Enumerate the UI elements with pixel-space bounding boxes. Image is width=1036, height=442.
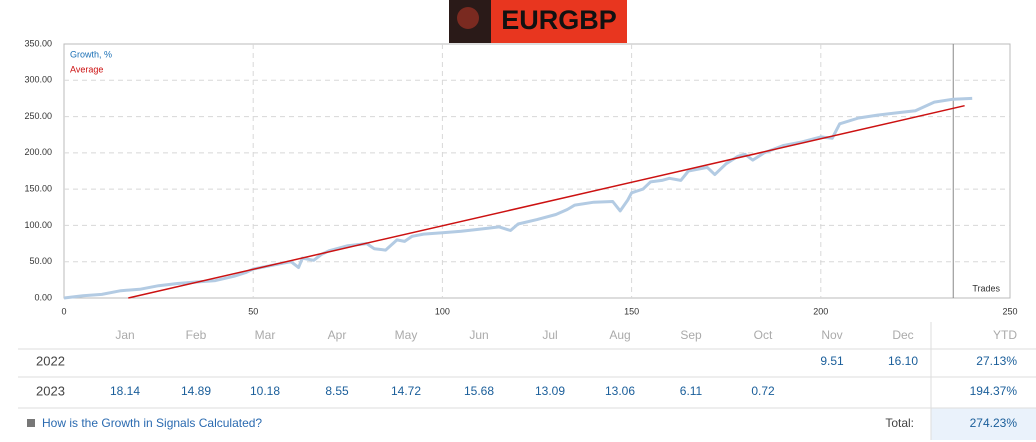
column-header: Aug <box>609 328 630 342</box>
y-tick-label: 200.00 <box>24 147 52 157</box>
cell: 13.09 <box>535 384 565 398</box>
cell: 8.55 <box>325 384 349 398</box>
cell: 13.06 <box>605 384 635 398</box>
ytd-cell: 27.13% <box>976 354 1017 368</box>
ytd-cell: 194.37% <box>970 384 1018 398</box>
total-label: Total: <box>885 416 914 430</box>
column-header: Feb <box>186 328 207 342</box>
cell: 14.72 <box>391 384 421 398</box>
x-tick-label: 250 <box>1002 306 1017 316</box>
cell: 18.14 <box>110 384 140 398</box>
x-tick-label: 100 <box>435 306 450 316</box>
total-value: 274.23% <box>970 416 1018 430</box>
help-link[interactable]: How is the Growth in Signals Calculated? <box>42 416 262 430</box>
cell: 6.11 <box>680 384 703 398</box>
column-header: Sep <box>680 328 702 342</box>
x-tick-label: 150 <box>624 306 639 316</box>
y-tick-label: 300.00 <box>24 75 52 85</box>
column-header: Mar <box>255 328 276 342</box>
column-header: Apr <box>328 328 347 342</box>
series-line <box>128 104 965 299</box>
y-tick-label: 0.00 <box>34 292 52 302</box>
x-tick-label: 50 <box>248 306 258 316</box>
y-tick-label: 250.00 <box>24 111 52 121</box>
column-header: Nov <box>821 328 842 342</box>
chart-title: EURGBP <box>501 5 617 35</box>
plot-frame <box>63 43 1011 299</box>
y-tick-label: 150.00 <box>24 184 52 194</box>
x-tick-label: 0 <box>61 306 66 316</box>
column-header: Dec <box>892 328 913 342</box>
x-tick-label: 200 <box>813 306 828 316</box>
column-header: Jul <box>542 328 557 342</box>
column-header: May <box>395 328 418 342</box>
cell: 15.68 <box>464 384 494 398</box>
table: Jan Feb Mar Apr May Jun Jul Aug Sep Oct Nov Dec YTD 2… <box>18 322 1036 440</box>
y-tick-label: 350.00 <box>24 38 52 48</box>
x-axis-label: Trades <box>972 283 1000 293</box>
cell: 10.18 <box>250 384 280 398</box>
column-header: Jun <box>469 328 488 342</box>
column-header: Oct <box>754 328 773 342</box>
y-tick-label: 100.00 <box>24 220 52 230</box>
logo-face <box>457 7 479 29</box>
cell: 9.51 <box>820 354 844 368</box>
legend-entry: Growth, % <box>70 49 112 59</box>
row-label: 2022 <box>36 353 65 368</box>
total-cell-bg <box>931 408 1036 440</box>
legend-entry: Average <box>70 64 103 74</box>
chart: 0.00 50.00 100.00 150.00 200.00 250.00 300.00 3… <box>24 38 1017 316</box>
cell: 14.89 <box>181 384 211 398</box>
help-icon <box>27 419 35 427</box>
column-header: Jan <box>115 328 134 342</box>
cell: 16.10 <box>888 354 918 368</box>
y-tick-label: 50.00 <box>29 256 52 266</box>
cell: 0.72 <box>751 384 775 398</box>
column-header: YTD <box>993 328 1017 342</box>
series-line <box>63 96 973 300</box>
row-label: 2023 <box>36 383 65 398</box>
